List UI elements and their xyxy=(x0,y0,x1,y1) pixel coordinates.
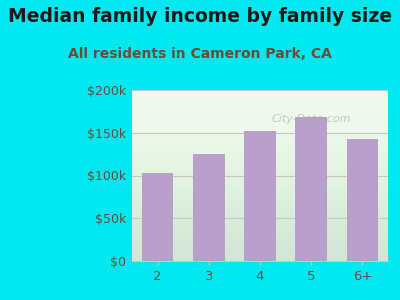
Bar xyxy=(346,139,378,261)
Text: City-Data.com: City-Data.com xyxy=(272,114,351,124)
Bar xyxy=(193,154,225,261)
Text: All residents in Cameron Park, CA: All residents in Cameron Park, CA xyxy=(68,46,332,61)
Bar xyxy=(244,131,276,261)
Bar xyxy=(295,117,327,261)
Bar xyxy=(142,173,174,261)
Text: Median family income by family size: Median family income by family size xyxy=(8,8,392,26)
